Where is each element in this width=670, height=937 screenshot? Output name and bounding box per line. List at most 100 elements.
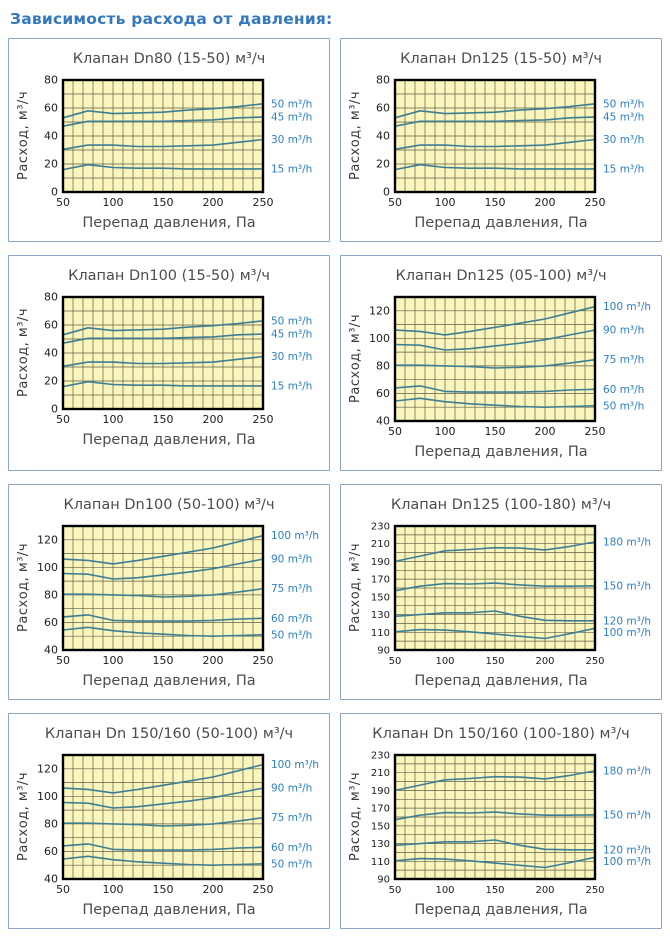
x-tick-label: 250 xyxy=(252,883,273,896)
y-tick-label: 60 xyxy=(44,319,58,332)
y-tick-label: 80 xyxy=(44,817,58,830)
legend-label: 150 m³/h xyxy=(603,809,651,821)
chart-title: Клапан Dn125 (05-100) м³/ч xyxy=(395,268,607,284)
chart-panel-dn150-160-50-100: Клапан Dn 150/160 (50-100) м³/ч Расход, … xyxy=(8,713,330,929)
legend-label: 50 m³/h xyxy=(603,400,644,412)
page-title: Зависимость расхода от давления: xyxy=(10,10,333,28)
y-tick-label: 110 xyxy=(370,857,389,868)
y-tick-label: 90 xyxy=(377,875,390,886)
x-tick-label: 50 xyxy=(56,413,70,426)
x-tick-label: 150 xyxy=(485,656,504,667)
x-axis-label: Перепад давления, Па xyxy=(414,902,588,918)
y-tick-label: 0 xyxy=(51,403,58,416)
x-tick-label: 250 xyxy=(252,413,273,426)
y-tick-label: 80 xyxy=(44,588,58,601)
chart-title: Клапан Dn80 (15-50) м³/ч xyxy=(72,51,266,67)
chart-area: Расход, м³/ч 50 m³/h 45 m³/h 30 m³/h 15 m³/… xyxy=(16,73,323,212)
legend-label: 45 m³/h xyxy=(271,112,312,124)
y-tick-label: 230 xyxy=(370,522,389,533)
x-tick-label: 100 xyxy=(102,654,123,667)
y-tick-label: 170 xyxy=(370,575,389,586)
y-tick-label: 230 xyxy=(370,751,389,762)
y-tick-label: 40 xyxy=(44,873,58,886)
legend-label: 50 m³/h xyxy=(271,858,312,870)
legend-label: 30 m³/h xyxy=(271,351,312,363)
flow-pressure-plot: 100 m³/h 90 m³/h 75 m³/h 60 m³/h 50 m³/h 50 10… xyxy=(37,753,319,896)
legend-label: 60 m³/h xyxy=(271,842,312,854)
x-tick-label: 100 xyxy=(434,425,455,438)
chart-title: Клапан Dn100 (15-50) м³/ч xyxy=(68,268,270,284)
y-tick-label: 40 xyxy=(44,130,58,143)
y-tick-label: 210 xyxy=(370,539,389,550)
y-axis-label: Расход, м³/ч xyxy=(347,314,363,403)
x-tick-label: 150 xyxy=(484,425,505,438)
x-tick-label: 50 xyxy=(56,654,70,667)
x-axis-label: Перепад давления, Па xyxy=(414,215,588,231)
y-tick-label: 40 xyxy=(376,130,390,143)
x-axis-label: Перепад давления, Па xyxy=(82,215,256,231)
charts-grid: Клапан Dn80 (15-50) м³/ч Расход, м³/ч 50… xyxy=(8,38,662,929)
x-axis-label: Перепад давления, Па xyxy=(414,444,588,460)
chart-area: Расход, м³/ч 50 m³/h 45 m³/h 30 m³/h 15 m³/… xyxy=(16,290,323,429)
y-tick-label: 90 xyxy=(377,646,390,657)
legend-label: 45 m³/h xyxy=(603,112,644,124)
legend-label: 100 m³/h xyxy=(271,530,319,542)
x-tick-label: 200 xyxy=(534,425,555,438)
chart-title: Клапан Dn125 (100-180) м³/ч xyxy=(390,497,612,513)
chart-area: Расход, м³/ч 50 m³/h 45 m³/h 30 m³/h 15 m³/… xyxy=(348,73,655,212)
y-axis-label: Расход, м³/ч xyxy=(347,772,363,861)
legend-label: 50 m³/h xyxy=(271,629,312,641)
chart-title: Клапан Dn 150/160 (50-100) м³/ч xyxy=(44,726,294,742)
y-tick-label: 40 xyxy=(44,347,58,360)
x-tick-label: 200 xyxy=(535,656,554,667)
chart-area: Расход, м³/ч 100 m³/h 90 m³/h 75 m³/h 60 m³… xyxy=(348,290,655,441)
legend-label: 90 m³/h xyxy=(271,783,312,795)
chart-title: Клапан Dn100 (50-100) м³/ч xyxy=(63,497,275,513)
flow-pressure-plot: 50 m³/h45 m³/h30 m³/h15 m³/h50 100 150 200 2… xyxy=(44,291,312,427)
x-tick-label: 50 xyxy=(56,196,70,209)
legend-label: 60 m³/h xyxy=(603,384,644,396)
legend-label: 100 m³/h xyxy=(603,301,651,313)
legend-label: 45 m³/h xyxy=(271,329,312,341)
x-tick-label: 150 xyxy=(152,883,173,896)
chart-title: Клапан Dn 150/160 (100-180) м³/ч xyxy=(372,726,630,742)
x-tick-label: 250 xyxy=(252,196,273,209)
legend-label: 90 m³/h xyxy=(271,554,312,566)
chart-panel-dn100-50-100: Клапан Dn100 (50-100) м³/ч Расход, м³/ч … xyxy=(8,484,330,700)
x-tick-label: 250 xyxy=(585,885,604,896)
x-tick-label: 250 xyxy=(584,196,605,209)
x-axis-label: Перепад давления, Па xyxy=(82,902,256,918)
x-tick-label: 100 xyxy=(102,883,123,896)
flow-pressure-plot: 100 m³/h 90 m³/h 75 m³/h 60 m³/h 50 m³/h 50 10… xyxy=(37,524,319,667)
x-tick-label: 200 xyxy=(202,883,223,896)
chart-panel-dn125-100-180: Клапан Dn125 (100-180) м³/ч Расход, м³/ч… xyxy=(340,484,662,700)
y-tick-label: 60 xyxy=(44,102,58,115)
x-tick-label: 250 xyxy=(585,656,604,667)
y-tick-label: 150 xyxy=(370,821,389,832)
x-tick-label: 200 xyxy=(202,196,223,209)
legend-label: 180 m³/h xyxy=(603,765,651,777)
chart-area: Расход, м³/ч 100 m³/h 90 m³/h 75 m³/h 60 m³… xyxy=(16,748,323,899)
x-tick-label: 50 xyxy=(56,883,70,896)
legend-label: 120 m³/h xyxy=(603,844,651,856)
legend-label: 100 m³/h xyxy=(603,856,651,868)
y-tick-label: 120 xyxy=(37,762,58,775)
y-tick-label: 0 xyxy=(383,186,390,199)
y-axis-label: Расход, м³/ч xyxy=(347,91,363,180)
y-axis-label: Расход, м³/ч xyxy=(15,308,31,397)
chart-panel-dn100-15-50: Клапан Dn100 (15-50) м³/ч Расход, м³/ч 5… xyxy=(8,255,330,471)
x-tick-label: 150 xyxy=(152,196,173,209)
y-tick-label: 100 xyxy=(369,332,390,345)
x-tick-label: 150 xyxy=(152,654,173,667)
y-tick-label: 130 xyxy=(370,610,389,621)
chart-panel-dn125-05-100: Клапан Dn125 (05-100) м³/ч Расход, м³/ч … xyxy=(340,255,662,471)
y-axis-label: Расход, м³/ч xyxy=(347,543,363,632)
flow-pressure-plot: 50 m³/h45 m³/h30 m³/h15 m³/h50 100 150 200 2… xyxy=(376,74,644,210)
y-tick-label: 60 xyxy=(44,616,58,629)
y-tick-label: 40 xyxy=(376,415,390,428)
chart-area: Расход, м³/ч 180 m³/h 150 m³/h 120 m³/h 100… xyxy=(348,748,655,899)
x-tick-label: 150 xyxy=(485,885,504,896)
y-tick-label: 80 xyxy=(376,359,390,372)
